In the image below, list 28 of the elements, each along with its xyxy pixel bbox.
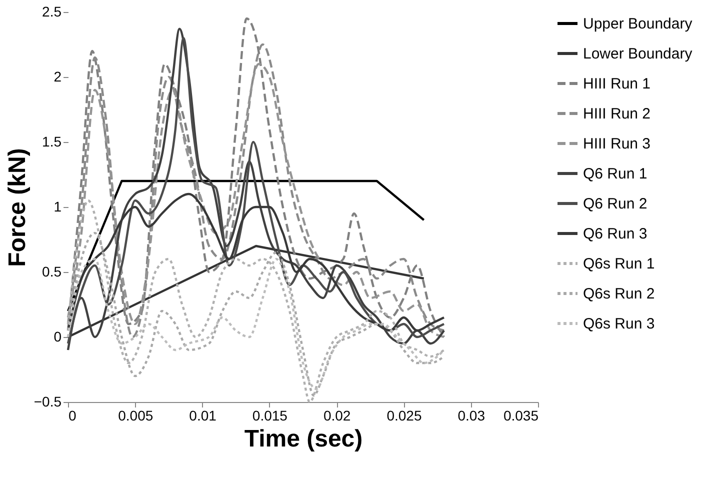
y-tick-label: 1.5 [42, 134, 62, 150]
legend-label: HIII Run 1 [583, 76, 651, 92]
legend-label: Q6s Run 2 [583, 286, 655, 302]
y-tick-label: 0 [54, 328, 62, 344]
legend-label: Q6 Run 1 [583, 166, 648, 182]
x-tick-label: 0.03 [458, 408, 486, 424]
x-tick-label: 0.005 [118, 408, 154, 424]
legend-label: Upper Boundary [583, 16, 693, 32]
x-tick-label: 0 [68, 408, 76, 424]
y-axis-title: Force (kN) [4, 148, 31, 267]
x-tick-label: 0.015 [252, 408, 288, 424]
x-tick-label: 0.02 [323, 408, 351, 424]
y-tick-label: 1 [54, 198, 62, 214]
legend-label: Q6s Run 1 [583, 256, 655, 272]
legend-label: Lower Boundary [583, 46, 693, 62]
y-tick-label: 0.5 [42, 264, 62, 280]
x-tick-label: 0.025 [386, 408, 422, 424]
legend-label: Q6 Run 3 [583, 226, 648, 242]
y-tick-label: 2.5 [42, 4, 62, 20]
legend-label: Q6s Run 3 [583, 316, 655, 332]
legend-label: HIII Run 2 [583, 106, 651, 122]
legend-label: HIII Run 3 [583, 136, 651, 152]
x-axis-title: Time (sec) [244, 426, 363, 452]
y-tick-label: −0.5 [34, 394, 62, 410]
legend-label: Q6 Run 2 [583, 196, 648, 212]
x-tick-label: 0.01 [189, 408, 217, 424]
x-tick-label: 0.035 [503, 408, 539, 424]
y-tick-label: 2 [54, 68, 62, 84]
